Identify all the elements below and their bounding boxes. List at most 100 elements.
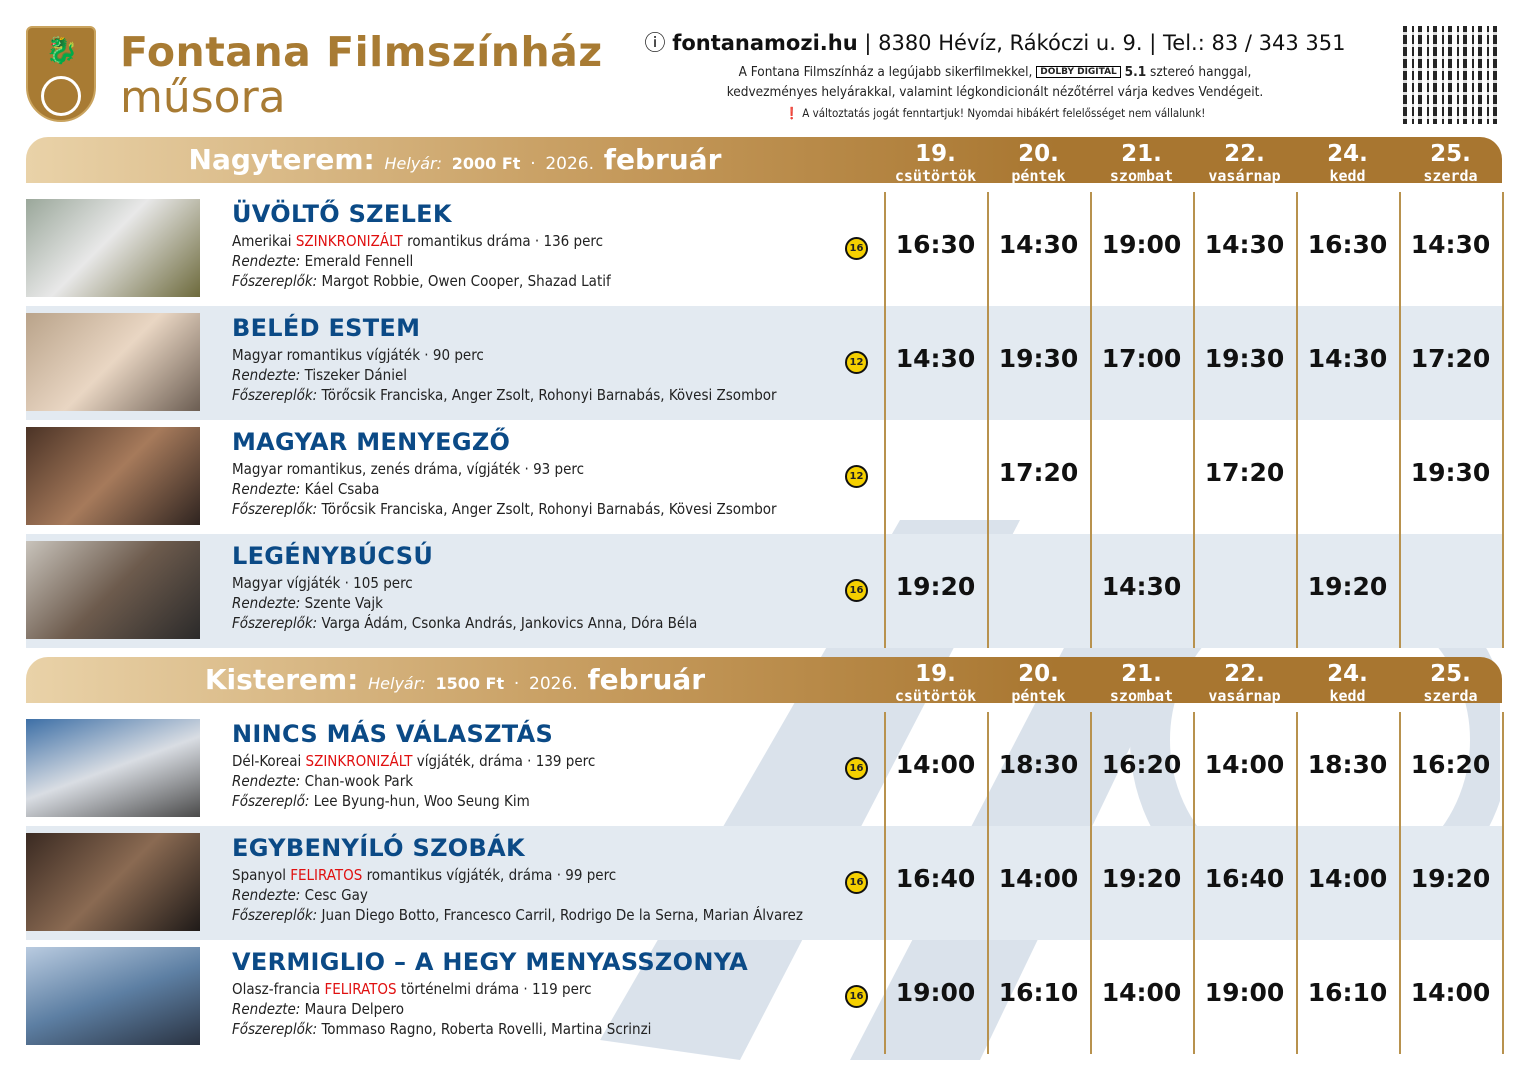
cast-label: Főszereplők: (232, 906, 318, 924)
film-poster (26, 427, 200, 525)
showtime: 19:20 (1410, 864, 1491, 893)
showtime: 14:00 (998, 864, 1079, 893)
column-divider (1502, 712, 1504, 1054)
exclamation-icon: ❗ (784, 106, 799, 120)
film-cast: Törőcsik Franciska, Anger Zsolt, Rohonyi… (321, 500, 777, 518)
column-divider (1193, 712, 1195, 1054)
film-director: Emerald Fennell (304, 252, 414, 270)
cast-label: Főszereplők: (232, 1020, 318, 1038)
film-genre-line: Dél-Koreai SZINKRONIZÁLT vígjáték, dráma… (232, 752, 596, 770)
film-cast: Tommaso Ragno, Roberta Rovelli, Martina … (321, 1020, 652, 1038)
film-duration: 119 perc (531, 980, 592, 998)
showtime: 14:00 (1410, 978, 1491, 1007)
film-genre: vígjáték, dráma (416, 752, 523, 770)
showtime: 14:00 (895, 750, 976, 779)
showtime: 16:30 (895, 230, 976, 259)
price: 2000 Ft (451, 154, 521, 173)
hall-name: Nagyterem: (188, 143, 375, 176)
film-poster (26, 541, 200, 639)
separator: · (530, 154, 536, 174)
address: 8380 Hévíz, Rákóczi u. 9. (878, 31, 1143, 55)
day-header: 25. szerda (1399, 141, 1502, 185)
film-genre-line: Magyar romantikus vígjáték · 90 perc (232, 346, 484, 364)
showtime: 16:30 (1307, 230, 1388, 259)
hall-title: Kisterem: Helyár: 1500 Ft · 2026. februá… (26, 663, 884, 696)
day-number: 21. (1121, 141, 1162, 167)
column-divider (884, 712, 886, 1054)
info-line1: A Fontana Filmszínház a legújabb sikerfi… (738, 64, 1033, 80)
film-row: LEGÉNYBÚCSÚ Magyar vígjáték · 105 perc R… (26, 534, 1502, 648)
column-divider (1296, 712, 1298, 1054)
film-origin: Magyar (232, 346, 283, 364)
weekday: csütörtök (894, 687, 977, 705)
showtime: 19:20 (1101, 864, 1182, 893)
age-rating-badge: 16 (845, 757, 868, 780)
day-header: 19. csütörtök (884, 141, 987, 185)
film-director: Tiszeker Dániel (304, 366, 408, 384)
film-title: ÜVÖLTŐ SZELEK (232, 200, 452, 228)
month: február (603, 143, 722, 176)
weekday: csütörtök (894, 167, 977, 185)
age-rating-badge: 16 (845, 871, 868, 894)
column-divider (987, 712, 989, 1054)
dolby-digital-logo: DOLBY DIGITAL (1036, 66, 1121, 78)
showtime: 16:20 (1101, 750, 1182, 779)
website-link[interactable]: fontanamozi.hu (672, 31, 858, 55)
film-row: VERMIGLIO – A HEGY MENYASSZONYA Olasz-fr… (26, 940, 1502, 1054)
film-title: EGYBENYÍLÓ SZOBÁK (232, 834, 525, 862)
showtime: 16:40 (1204, 864, 1285, 893)
notice: ❗ A változtatás jogát fenntartjuk! Nyomd… (660, 106, 1330, 120)
day-number: 25. (1430, 141, 1471, 167)
age-rating-badge: 12 (845, 351, 868, 374)
film-genre-line: Amerikai SZINKRONIZÁLT romantikus dráma … (232, 232, 604, 250)
showtime: 19:00 (895, 978, 976, 1007)
weekday: szombat (1109, 167, 1174, 185)
showtime: 17:00 (1101, 344, 1182, 373)
film-director-line: Rendezte: Maura Delpero (232, 1000, 404, 1018)
director-label: Rendezte: (232, 772, 301, 790)
film-poster (26, 199, 200, 297)
director-label: Rendezte: (232, 366, 301, 384)
film-origin: Magyar (232, 574, 283, 592)
film-title: MAGYAR MENYEGZŐ (232, 428, 511, 456)
column-divider (1090, 712, 1092, 1054)
film-title: LEGÉNYBÚCSÚ (232, 542, 434, 570)
price-label: Helyár: (384, 154, 443, 173)
film-row: ÜVÖLTŐ SZELEK Amerikai SZINKRONIZÁLT rom… (26, 192, 1502, 306)
film-origin: Amerikai (232, 232, 292, 250)
film-poster (26, 719, 200, 817)
film-director-line: Rendezte: Tiszeker Dániel (232, 366, 407, 384)
brand-subtitle: műsora (120, 72, 286, 123)
cast-label: Főszereplők: (232, 500, 318, 518)
weekday: péntek (1011, 167, 1066, 185)
film-genre: vígjáték (286, 574, 341, 592)
film-duration: 90 perc (432, 346, 484, 364)
film-cast: Varga Ádám, Csonka András, Jankovics Ann… (321, 614, 698, 632)
showtime: 19:20 (1307, 572, 1388, 601)
day-header: 20. péntek (987, 661, 1090, 705)
film-cast-line: Főszereplők: Törőcsik Franciska, Anger Z… (232, 500, 777, 518)
weekday: kedd (1329, 167, 1366, 185)
day-number: 22. (1224, 661, 1265, 687)
weekday: szerda (1423, 687, 1478, 705)
age-rating-badge: 16 (845, 237, 868, 260)
director-label: Rendezte: (232, 886, 301, 904)
qr-code[interactable] (1403, 26, 1501, 124)
film-reel-icon (41, 76, 81, 116)
price: 1500 Ft (435, 674, 505, 693)
film-row: EGYBENYÍLÓ SZOBÁK Spanyol FELIRATOS roma… (26, 826, 1502, 940)
showtime: 17:20 (998, 458, 1079, 487)
day-header: 22. vasárnap (1193, 661, 1296, 705)
column-divider (1296, 192, 1298, 648)
showtime: 14:30 (1307, 344, 1388, 373)
showtime: 19:30 (1204, 344, 1285, 373)
cast-label: Főszereplők: (232, 614, 318, 632)
day-number: 24. (1327, 661, 1368, 687)
day-header: 22. vasárnap (1193, 141, 1296, 185)
film-director-line: Rendezte: Szente Vajk (232, 594, 383, 612)
column-divider (987, 192, 989, 648)
film-cast: Margot Robbie, Owen Cooper, Shazad Latif (321, 272, 611, 290)
weekday: vasárnap (1208, 687, 1281, 705)
film-language-tag: FELIRATOS (290, 866, 363, 884)
showtime: 18:30 (1307, 750, 1388, 779)
